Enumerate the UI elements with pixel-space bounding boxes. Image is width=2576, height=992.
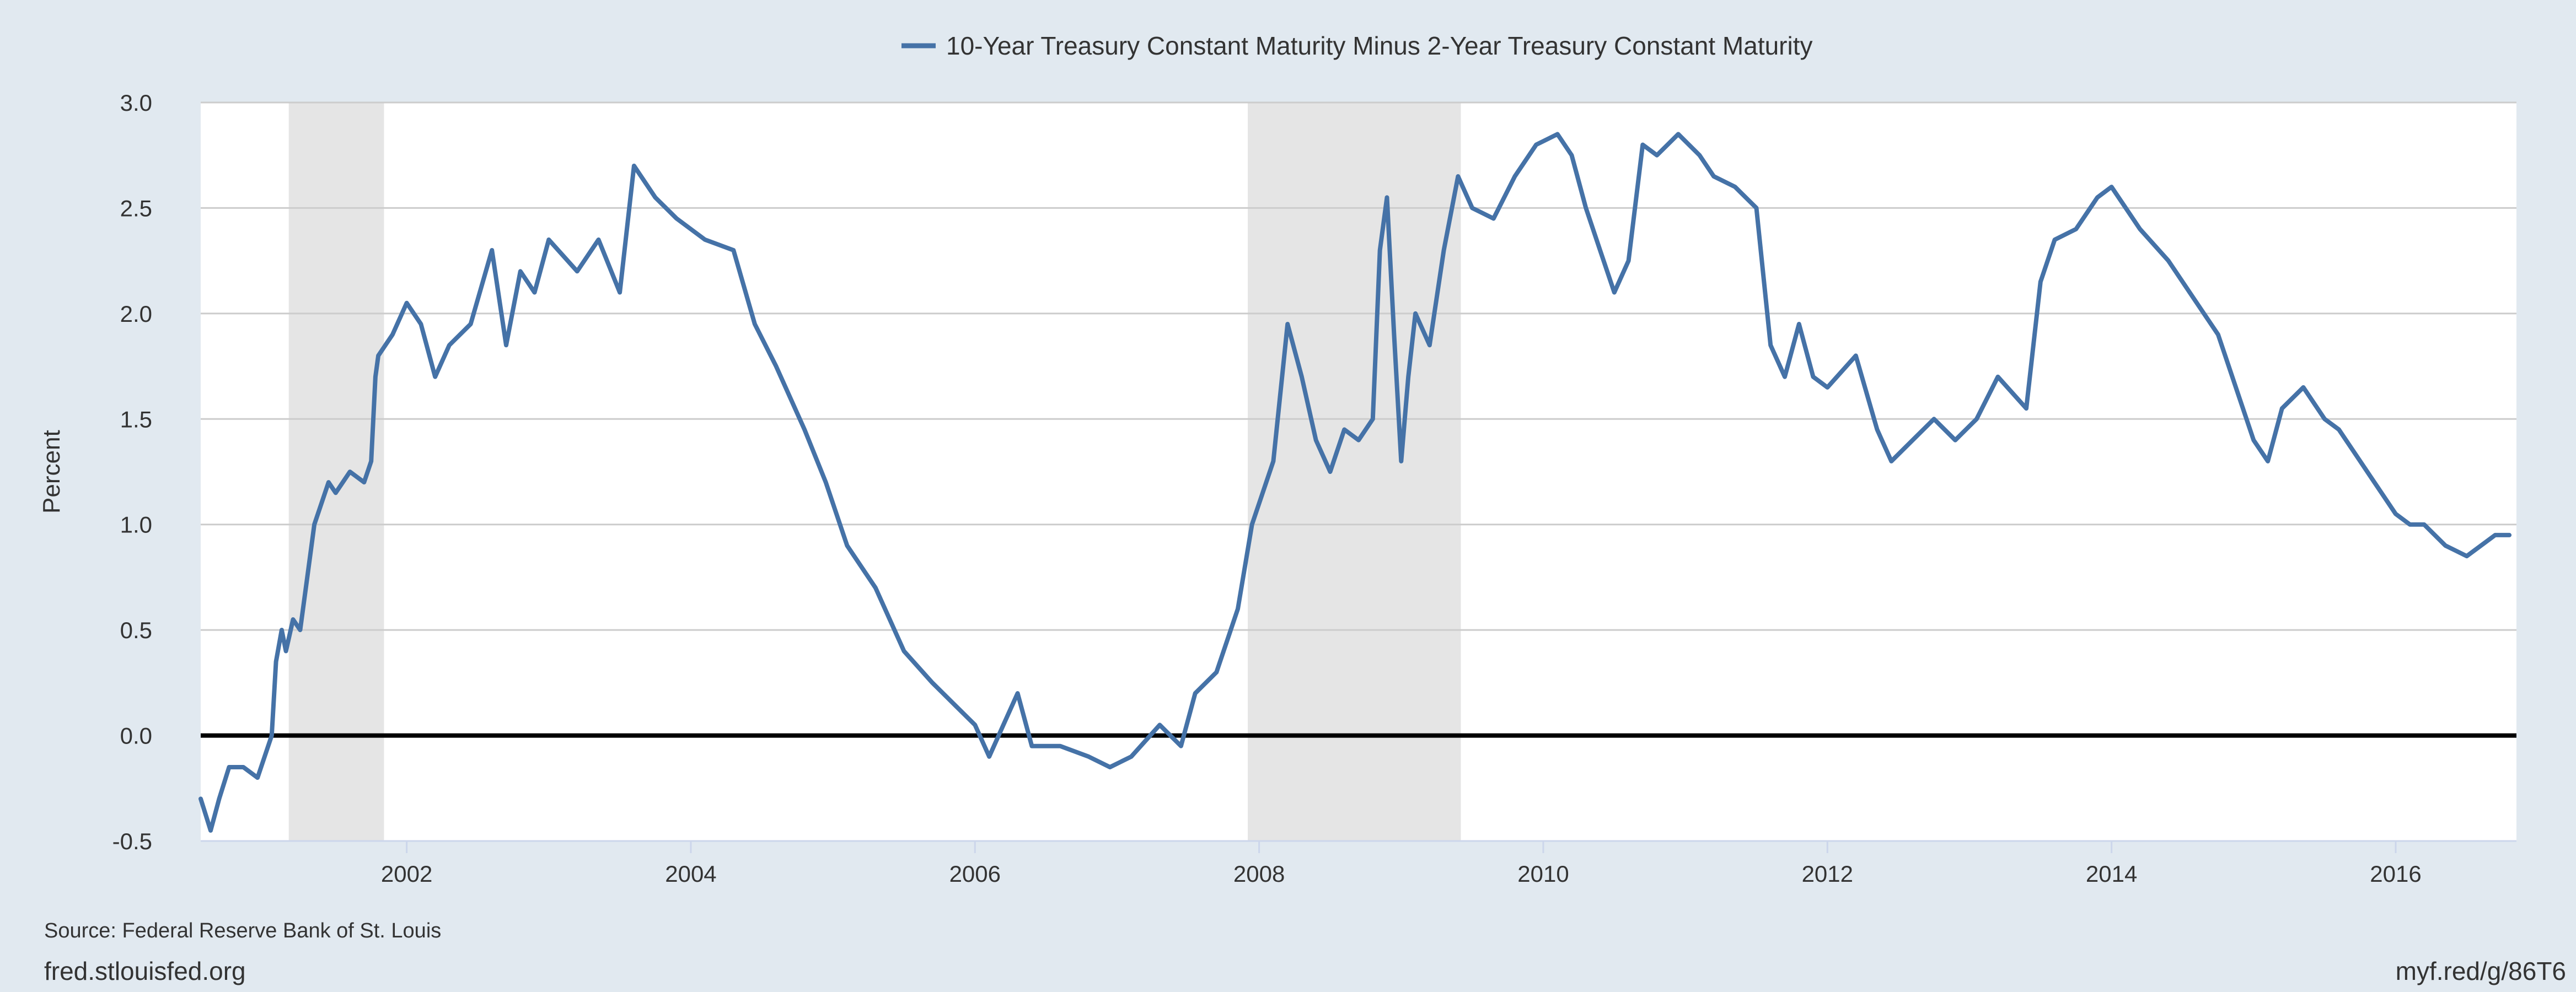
x-tick-label: 2002	[381, 861, 432, 887]
y-tick-label: 1.0	[120, 512, 152, 538]
x-tick-label: 2006	[949, 861, 1001, 887]
y-tick-label: 0.0	[120, 723, 152, 749]
recession-bands	[288, 103, 1461, 841]
gridlines	[201, 101, 2516, 842]
y-tick-label: 1.5	[120, 406, 152, 432]
x-tick-label: 2016	[2370, 861, 2421, 887]
y-tick-label: 0.5	[120, 617, 152, 643]
x-tick-label: 2014	[2086, 861, 2137, 887]
y-tick-label: 2.5	[120, 195, 152, 221]
series-line	[198, 132, 2512, 833]
x-tick-label: 2008	[1233, 861, 1285, 887]
short-link[interactable]: myf.red/g/86T6	[2395, 957, 2566, 985]
y-axis-label: Percent	[38, 430, 65, 514]
legend[interactable]: 10-Year Treasury Constant Maturity Minus…	[901, 31, 1813, 60]
source-note: Source: Federal Reserve Bank of St. Loui…	[44, 919, 442, 942]
y-tick-label: 2.0	[120, 301, 152, 327]
site-link[interactable]: fred.stlouisfed.org	[44, 957, 246, 985]
y-axis-ticks: -0.5 0.0 0.5 1.0 1.5 2.0 2.5 3.0	[112, 90, 152, 854]
legend-label: 10-Year Treasury Constant Maturity Minus…	[946, 31, 1813, 60]
y-tick-label: -0.5	[112, 828, 152, 854]
x-tick-label: 2012	[1802, 861, 1853, 887]
recession-band-2	[1248, 103, 1461, 841]
y-tick-label: 3.0	[120, 90, 152, 116]
x-tick-label: 2004	[665, 861, 716, 887]
x-axis-ticks: 2002 2004 2006 2008 2010 2012 2014 2016	[381, 841, 2422, 887]
x-tick-label: 2010	[1517, 861, 1569, 887]
